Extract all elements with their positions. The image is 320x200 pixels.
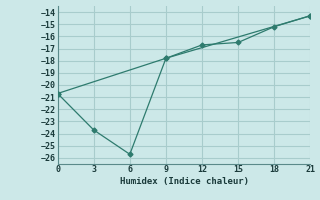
X-axis label: Humidex (Indice chaleur): Humidex (Indice chaleur) (119, 177, 249, 186)
